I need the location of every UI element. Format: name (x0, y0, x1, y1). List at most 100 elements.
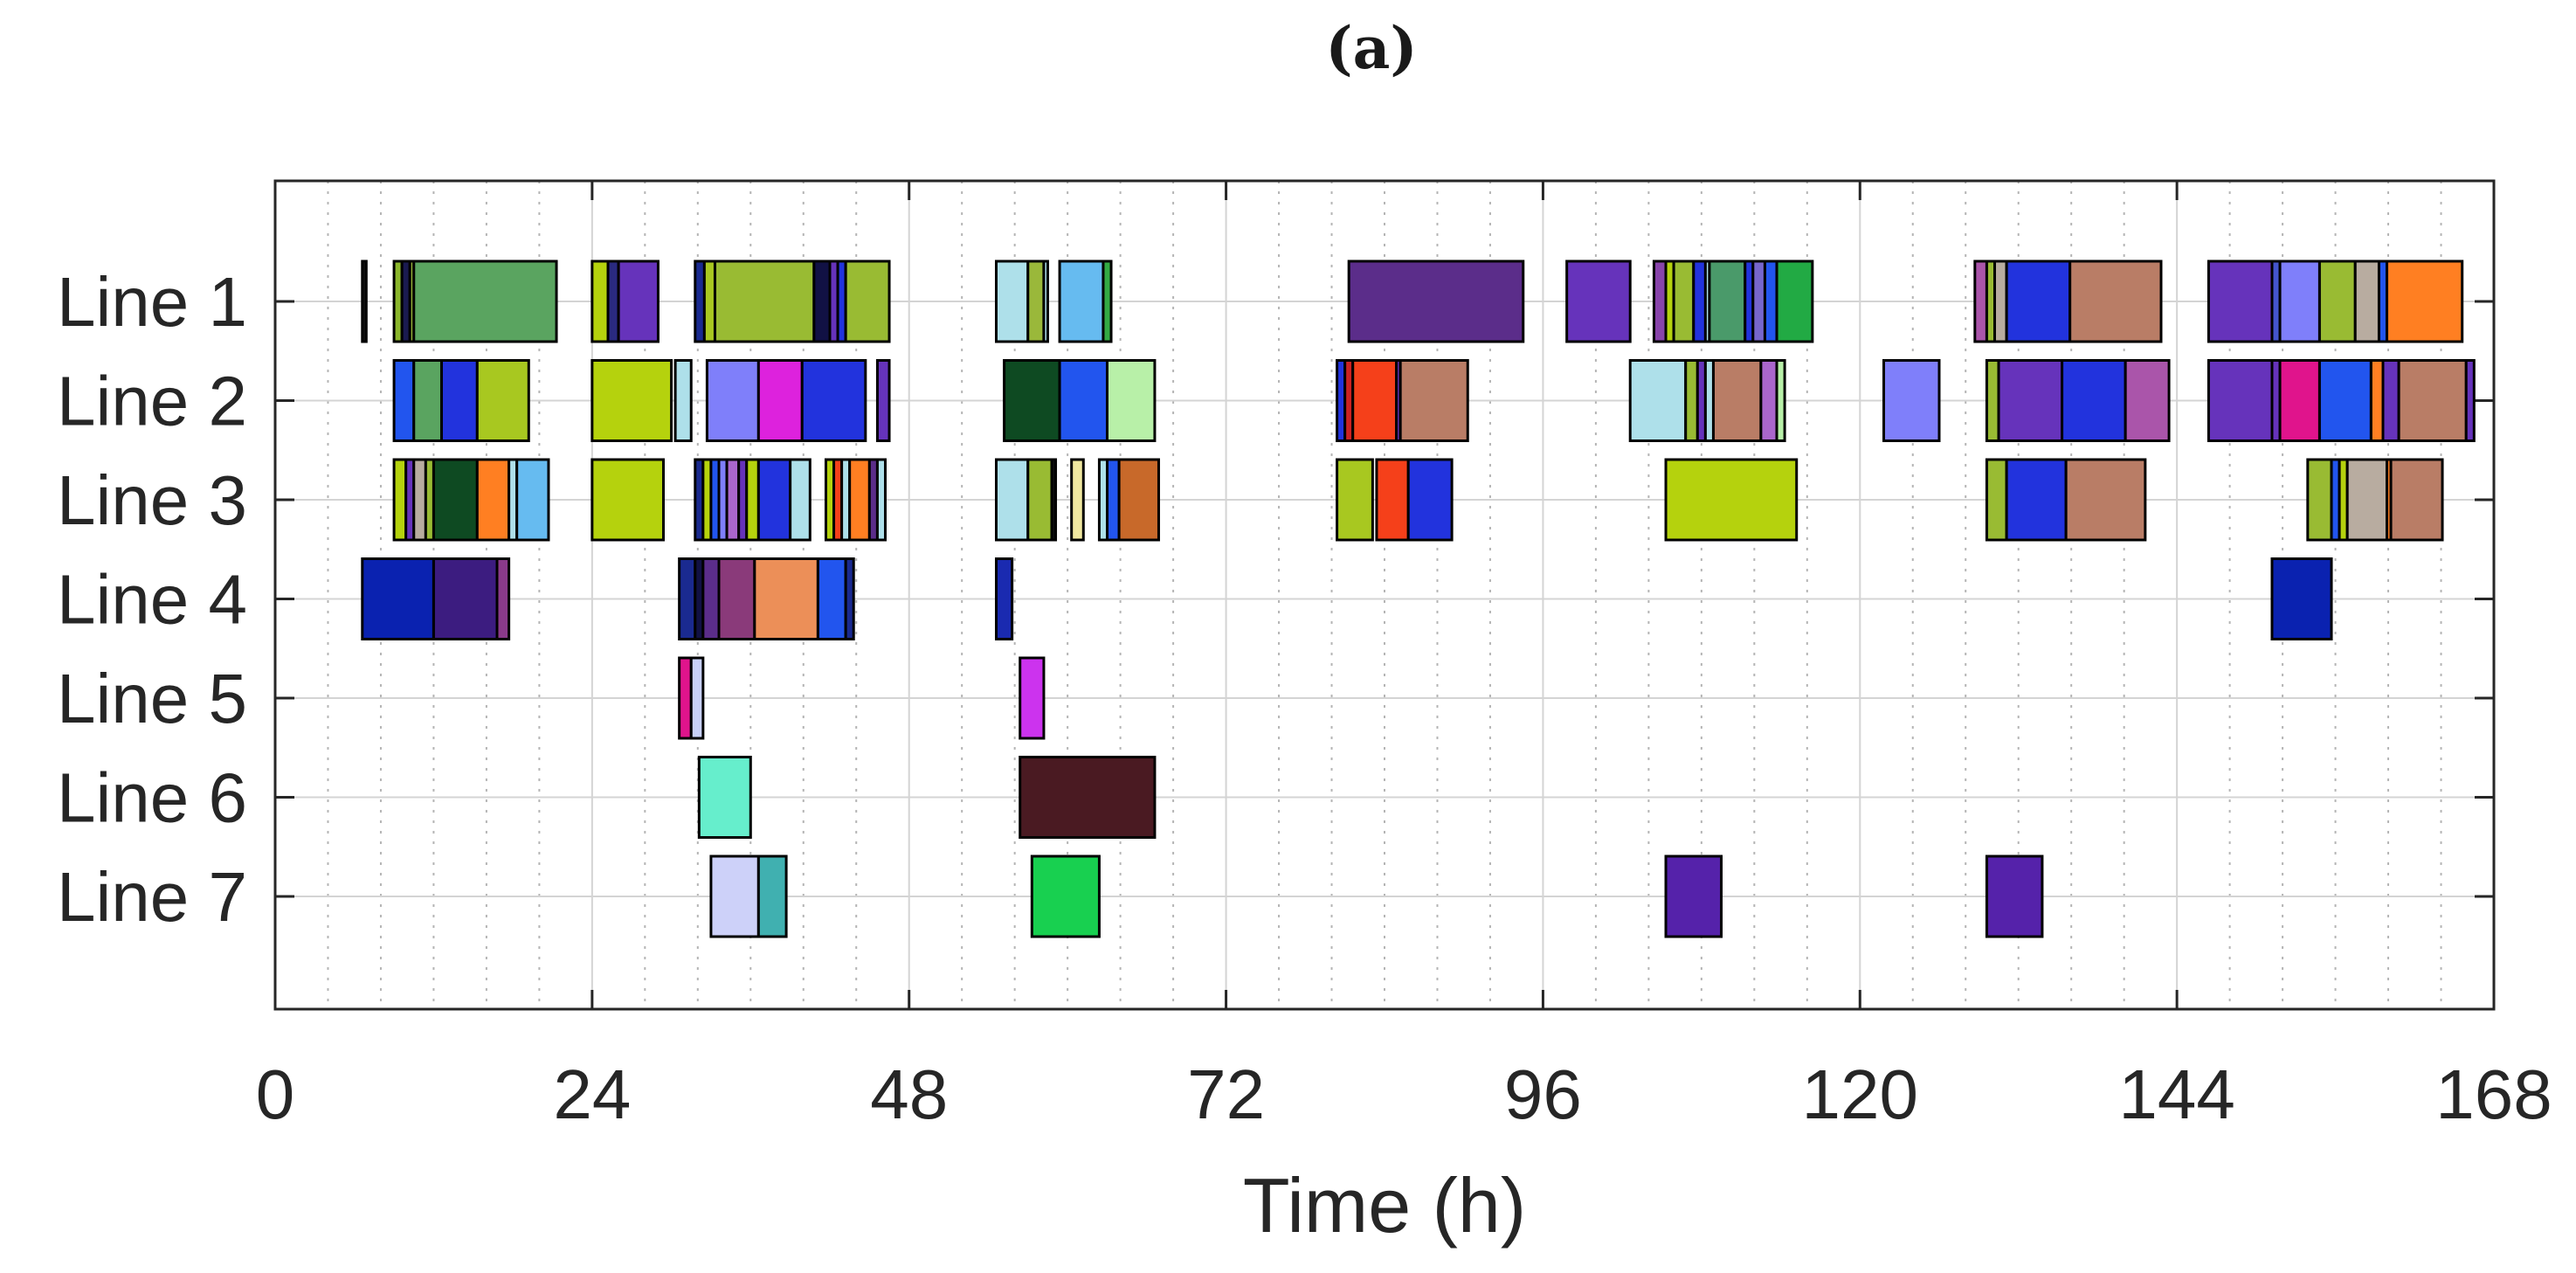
task-bar (673, 359, 693, 442)
task-bar (1347, 259, 1525, 343)
task-bar (2317, 259, 2357, 343)
task-bar (1751, 259, 1766, 343)
task-bar (753, 557, 819, 640)
task-bar (1672, 259, 1695, 343)
task-bar (2207, 359, 2274, 442)
task-bar (995, 557, 1014, 640)
task-bar (475, 458, 511, 542)
task-bar (689, 656, 705, 740)
task-bar (701, 557, 721, 640)
line-label: Line 2 (57, 363, 247, 440)
task-bar (392, 458, 408, 542)
task-bar (617, 259, 660, 343)
task-bar (2306, 458, 2333, 542)
task-bar (1565, 259, 1632, 343)
task-bar (1664, 854, 1723, 938)
task-bar (2381, 359, 2400, 442)
line-label: Line 7 (57, 858, 247, 936)
task-bar (2061, 359, 2127, 442)
task-bar (2317, 359, 2372, 442)
task-bar (2278, 259, 2321, 343)
task-bar (697, 756, 752, 839)
task-bar (1351, 359, 1398, 442)
task-bar (709, 854, 760, 938)
task-bar (1664, 458, 1799, 542)
task-bar (756, 458, 792, 542)
task-bar (1684, 359, 1699, 442)
task-bar (1763, 259, 1778, 343)
x-tick-label: 96 (1504, 1055, 1582, 1133)
x-axis-label: Time (h) (1243, 1162, 1526, 1249)
task-bar (995, 458, 1030, 542)
task-bar (2064, 458, 2147, 542)
task-bar (590, 259, 610, 343)
task-bar (2270, 557, 2333, 640)
task-bar (2464, 359, 2476, 442)
task-bar (1019, 756, 1157, 839)
task-bar (2068, 259, 2163, 343)
task-bars (361, 259, 2476, 938)
task-bar (756, 854, 788, 938)
task-bar (756, 359, 804, 442)
task-bar (392, 359, 416, 442)
task-bar (713, 259, 816, 343)
task-bar (1026, 259, 1046, 343)
task-bar (2005, 458, 2068, 542)
task-bar (1019, 656, 1046, 740)
task-bar (702, 259, 716, 343)
task-bar (432, 458, 479, 542)
task-bar (2124, 359, 2171, 442)
task-bar (1628, 359, 1688, 442)
task-bar (678, 557, 697, 640)
task-bar (1042, 259, 1049, 343)
x-tick-labels: 0 24 48 72 96 120 144 168 (256, 1055, 2552, 1133)
task-bar (717, 557, 756, 640)
task-bar (875, 458, 887, 542)
task-bar (1652, 259, 1668, 343)
task-bar (1398, 359, 1469, 442)
task-bar (995, 259, 1030, 343)
task-bar (432, 557, 499, 640)
line-label: Line 6 (57, 759, 247, 837)
task-bar (800, 359, 867, 442)
task-bar (1030, 854, 1101, 938)
task-bar (725, 458, 741, 542)
task-bar (515, 458, 550, 542)
task-bar (2345, 458, 2389, 542)
task-bar (1026, 458, 1053, 542)
task-bar (1003, 359, 1061, 442)
task-bar (789, 458, 811, 542)
task-bar (1406, 458, 1454, 542)
task-bar (440, 359, 479, 442)
task-bar (361, 557, 435, 640)
line-labels: Line 1 Line 2 Line 3 Line 4 Line 5 Line 6 Line… (57, 263, 247, 936)
task-bar (1375, 458, 1410, 542)
task-bar (694, 259, 706, 343)
line-label: Line 5 (57, 660, 247, 737)
task-bar (2389, 458, 2444, 542)
x-tick-label: 120 (1802, 1055, 1918, 1133)
task-bar (2278, 359, 2321, 442)
task-bar (1985, 458, 2008, 542)
x-tick-label: 168 (2435, 1055, 2552, 1133)
x-tick-label: 0 (256, 1055, 295, 1133)
task-bar (678, 656, 693, 740)
x-tick-label: 24 (553, 1055, 631, 1133)
task-bar (590, 458, 665, 542)
task-bar (844, 557, 855, 640)
task-bar (412, 259, 558, 343)
task-bar (495, 557, 511, 640)
plot-area (273, 179, 2496, 1011)
task-bar (412, 458, 427, 542)
x-tick-label: 144 (2118, 1055, 2234, 1133)
task-bar (2369, 359, 2385, 442)
task-bar (1058, 259, 1105, 343)
task-bar (745, 458, 760, 542)
task-bar (1985, 359, 2000, 442)
task-bar (1070, 458, 1085, 542)
task-bar (2386, 259, 2464, 343)
task-bar (1106, 458, 1121, 542)
task-bar (848, 458, 871, 542)
task-bar (1050, 458, 1058, 542)
task-bar (875, 359, 891, 442)
